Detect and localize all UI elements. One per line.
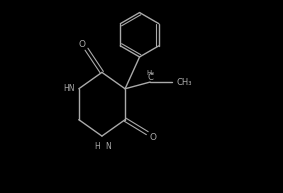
Text: CH₃: CH₃: [176, 78, 192, 86]
Text: H: H: [94, 142, 100, 151]
Text: O: O: [78, 40, 85, 49]
Text: N: N: [105, 142, 111, 151]
Text: C: C: [147, 73, 153, 82]
Text: HN: HN: [63, 84, 74, 93]
Text: O: O: [150, 133, 156, 141]
Text: H₂: H₂: [146, 70, 154, 76]
